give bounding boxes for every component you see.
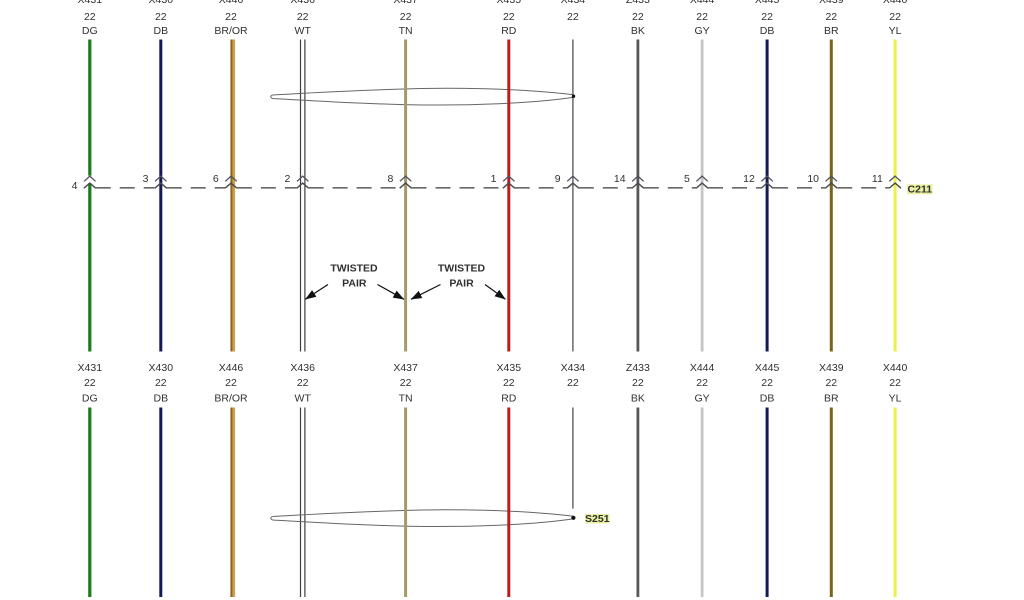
svg-text:8: 8 xyxy=(387,173,393,185)
svg-text:14: 14 xyxy=(614,173,626,185)
svg-text:PAIR: PAIR xyxy=(449,277,474,289)
svg-text:22: 22 xyxy=(761,11,773,23)
svg-text:6: 6 xyxy=(213,173,219,185)
svg-text:C211: C211 xyxy=(908,184,933,196)
svg-text:BK: BK xyxy=(631,25,645,37)
svg-text:X431: X431 xyxy=(78,0,103,6)
svg-text:X440: X440 xyxy=(883,0,908,6)
svg-text:X444: X444 xyxy=(690,0,715,6)
svg-text:X431: X431 xyxy=(78,362,103,374)
svg-text:22: 22 xyxy=(400,11,412,23)
svg-text:22: 22 xyxy=(889,11,901,23)
svg-text:X435: X435 xyxy=(497,362,522,374)
svg-text:22: 22 xyxy=(297,377,309,389)
svg-text:22: 22 xyxy=(297,11,309,23)
svg-text:BR/OR: BR/OR xyxy=(214,25,248,37)
svg-text:TWISTED: TWISTED xyxy=(438,262,486,274)
svg-text:22: 22 xyxy=(225,377,237,389)
svg-text:X446: X446 xyxy=(219,0,244,6)
svg-text:22: 22 xyxy=(696,377,708,389)
svg-text:RD: RD xyxy=(501,25,517,37)
svg-text:10: 10 xyxy=(807,173,819,185)
svg-text:X437: X437 xyxy=(393,362,418,374)
svg-text:X437: X437 xyxy=(393,0,418,6)
svg-text:22: 22 xyxy=(84,11,96,23)
svg-text:DG: DG xyxy=(82,392,98,404)
svg-text:GY: GY xyxy=(695,25,710,37)
svg-text:22: 22 xyxy=(567,377,579,389)
svg-text:DB: DB xyxy=(760,25,775,37)
svg-text:X434: X434 xyxy=(561,362,586,374)
svg-text:X435: X435 xyxy=(497,0,522,6)
svg-text:X439: X439 xyxy=(819,362,844,374)
svg-text:22: 22 xyxy=(889,377,901,389)
svg-text:X444: X444 xyxy=(690,362,715,374)
svg-text:GY: GY xyxy=(695,392,710,404)
svg-text:X439: X439 xyxy=(819,0,844,6)
svg-text:TN: TN xyxy=(399,392,413,404)
svg-text:X440: X440 xyxy=(883,362,908,374)
svg-text:2: 2 xyxy=(285,173,291,185)
svg-text:22: 22 xyxy=(696,11,708,23)
svg-text:PAIR: PAIR xyxy=(342,277,367,289)
svg-text:WT: WT xyxy=(295,392,312,404)
svg-text:11: 11 xyxy=(872,173,883,185)
svg-text:22: 22 xyxy=(503,11,515,23)
svg-text:X430: X430 xyxy=(149,362,174,374)
svg-text:DB: DB xyxy=(760,392,775,404)
svg-text:4: 4 xyxy=(72,180,78,192)
svg-text:5: 5 xyxy=(684,173,690,185)
svg-text:22: 22 xyxy=(632,11,644,23)
svg-text:X436: X436 xyxy=(290,0,315,6)
svg-text:22: 22 xyxy=(825,377,837,389)
svg-text:X434: X434 xyxy=(561,0,586,6)
svg-text:X445: X445 xyxy=(755,0,780,6)
svg-text:22: 22 xyxy=(567,11,579,23)
svg-text:Z433: Z433 xyxy=(626,0,650,6)
svg-text:YL: YL xyxy=(889,25,902,37)
svg-text:S251: S251 xyxy=(585,513,610,525)
svg-text:22: 22 xyxy=(761,377,773,389)
svg-text:1: 1 xyxy=(491,173,497,185)
svg-text:TN: TN xyxy=(399,25,413,37)
svg-text:22: 22 xyxy=(503,377,515,389)
svg-text:BR: BR xyxy=(824,25,839,37)
svg-text:X430: X430 xyxy=(149,0,174,6)
svg-text:DB: DB xyxy=(154,392,169,404)
svg-text:RD: RD xyxy=(501,392,517,404)
svg-text:DB: DB xyxy=(154,25,169,37)
svg-text:22: 22 xyxy=(84,377,96,389)
svg-text:3: 3 xyxy=(143,173,149,185)
svg-text:22: 22 xyxy=(632,377,644,389)
svg-text:22: 22 xyxy=(155,11,167,23)
svg-text:12: 12 xyxy=(743,173,755,185)
svg-text:22: 22 xyxy=(225,11,237,23)
svg-text:22: 22 xyxy=(400,377,412,389)
svg-text:BR/OR: BR/OR xyxy=(214,392,248,404)
svg-text:WT: WT xyxy=(295,25,312,37)
svg-text:X445: X445 xyxy=(755,362,780,374)
svg-text:TWISTED: TWISTED xyxy=(330,262,378,274)
svg-text:22: 22 xyxy=(825,11,837,23)
svg-text:9: 9 xyxy=(555,173,561,185)
svg-text:Z433: Z433 xyxy=(626,362,650,374)
svg-text:X446: X446 xyxy=(219,362,244,374)
svg-text:22: 22 xyxy=(155,377,167,389)
svg-text:BK: BK xyxy=(631,392,645,404)
svg-text:DG: DG xyxy=(82,25,98,37)
svg-text:X436: X436 xyxy=(290,362,315,374)
svg-text:YL: YL xyxy=(889,392,902,404)
svg-text:BR: BR xyxy=(824,392,839,404)
